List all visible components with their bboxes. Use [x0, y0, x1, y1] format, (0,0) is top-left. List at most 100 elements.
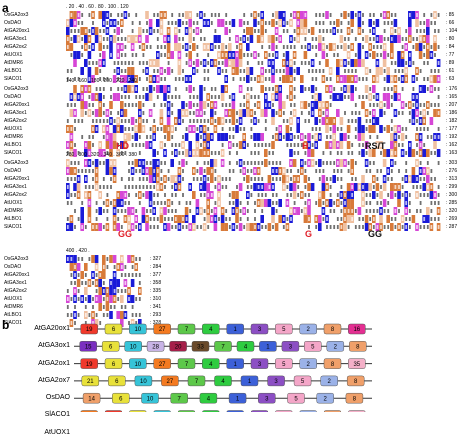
residue-glyph — [124, 13, 127, 17]
residue-glyph — [232, 77, 235, 81]
residue-glyph — [304, 87, 307, 91]
residue-shading — [346, 183, 351, 191]
residue-glyph — [354, 127, 357, 131]
motif-box — [287, 392, 305, 404]
residue-glyph — [138, 143, 141, 147]
residue-glyph — [153, 185, 156, 189]
residue-glyph — [387, 193, 390, 197]
residue-glyph — [203, 169, 206, 173]
residue-glyph — [120, 177, 123, 181]
motif-box — [191, 341, 210, 352]
residue-glyph — [77, 13, 80, 17]
residue-glyph — [329, 77, 332, 81]
residue-glyph — [138, 161, 141, 165]
residue-glyph — [369, 103, 372, 107]
residue-glyph — [117, 143, 120, 147]
residue-glyph — [218, 69, 220, 73]
motif-g-label: G — [305, 229, 313, 239]
motif-number: 2 — [334, 345, 338, 351]
residue-shading — [372, 51, 376, 59]
residue-glyph — [77, 95, 80, 99]
residue-glyph — [365, 53, 368, 57]
residue-glyph — [153, 103, 156, 107]
residue-glyph — [376, 37, 379, 41]
residue-glyph — [401, 151, 404, 155]
residue-glyph — [239, 77, 242, 81]
residue-glyph — [88, 135, 91, 139]
residue-shading — [390, 133, 394, 141]
residue-glyph — [228, 193, 231, 197]
motif-number: 7 — [178, 396, 182, 402]
residue-glyph — [225, 209, 228, 213]
motif-box — [112, 392, 130, 404]
residue-glyph — [293, 209, 296, 213]
residue-shading — [357, 125, 362, 133]
residue-shading — [307, 207, 311, 215]
residue-glyph — [225, 177, 228, 181]
residue-glyph — [275, 21, 278, 25]
residue-glyph — [311, 61, 314, 65]
residue-glyph — [102, 313, 105, 317]
residue-shading — [354, 183, 358, 191]
residue-glyph — [362, 29, 364, 33]
residue-shading — [199, 167, 203, 175]
residue-glyph — [131, 313, 134, 317]
residue-shading — [382, 183, 387, 191]
residue-glyph — [88, 169, 91, 173]
residue-shading — [429, 117, 434, 125]
residue-glyph — [74, 29, 76, 33]
residue-glyph — [182, 69, 184, 73]
residue-glyph — [390, 61, 393, 65]
residue-glyph — [178, 119, 181, 123]
residue-shading — [127, 85, 131, 93]
residue-glyph — [110, 201, 112, 205]
residue-shading — [372, 125, 376, 133]
residue-shading — [382, 159, 387, 167]
residue-glyph — [369, 135, 372, 139]
residue-glyph — [120, 257, 123, 261]
residue-glyph — [178, 61, 181, 65]
residue-glyph — [329, 29, 332, 33]
residue-shading — [138, 319, 142, 327]
residue-glyph — [120, 29, 123, 33]
residue-shading — [307, 149, 311, 157]
sequence-end-position: : 162 — [446, 142, 458, 148]
residue-glyph — [102, 87, 105, 91]
residue-shading — [109, 295, 113, 303]
residue-glyph — [156, 13, 159, 17]
residue-glyph — [81, 21, 84, 25]
residue-glyph — [70, 297, 73, 301]
sequence-end-position: : 85 — [446, 12, 455, 18]
residue-glyph — [272, 169, 274, 173]
residue-glyph — [135, 169, 138, 173]
residue-shading — [220, 215, 225, 223]
residue-glyph — [124, 37, 127, 41]
residue-shading — [372, 149, 376, 157]
motif-number: 8 — [356, 345, 360, 351]
residue-glyph — [318, 69, 321, 73]
residue-glyph — [174, 177, 177, 181]
residue-glyph — [207, 53, 210, 57]
residue-glyph — [203, 119, 206, 123]
residue-glyph — [182, 119, 184, 123]
residue-shading — [400, 133, 405, 141]
residue-glyph — [286, 225, 289, 229]
residue-glyph — [236, 151, 238, 155]
residue-glyph — [124, 103, 127, 107]
motif-box — [199, 392, 218, 404]
residue-shading — [210, 109, 214, 117]
residue-glyph — [412, 77, 415, 81]
residue-glyph — [81, 169, 84, 173]
residue-shading — [156, 19, 160, 27]
residue-glyph — [372, 111, 375, 115]
residue-glyph — [351, 177, 354, 181]
residue-glyph — [416, 37, 418, 41]
residue-glyph — [221, 127, 224, 131]
residue-glyph — [347, 29, 350, 33]
motif-box — [267, 375, 285, 387]
residue-glyph — [88, 217, 91, 221]
residue-glyph — [70, 177, 73, 181]
residue-shading — [123, 75, 128, 83]
residue-glyph — [117, 37, 120, 41]
residue-glyph — [290, 209, 292, 213]
